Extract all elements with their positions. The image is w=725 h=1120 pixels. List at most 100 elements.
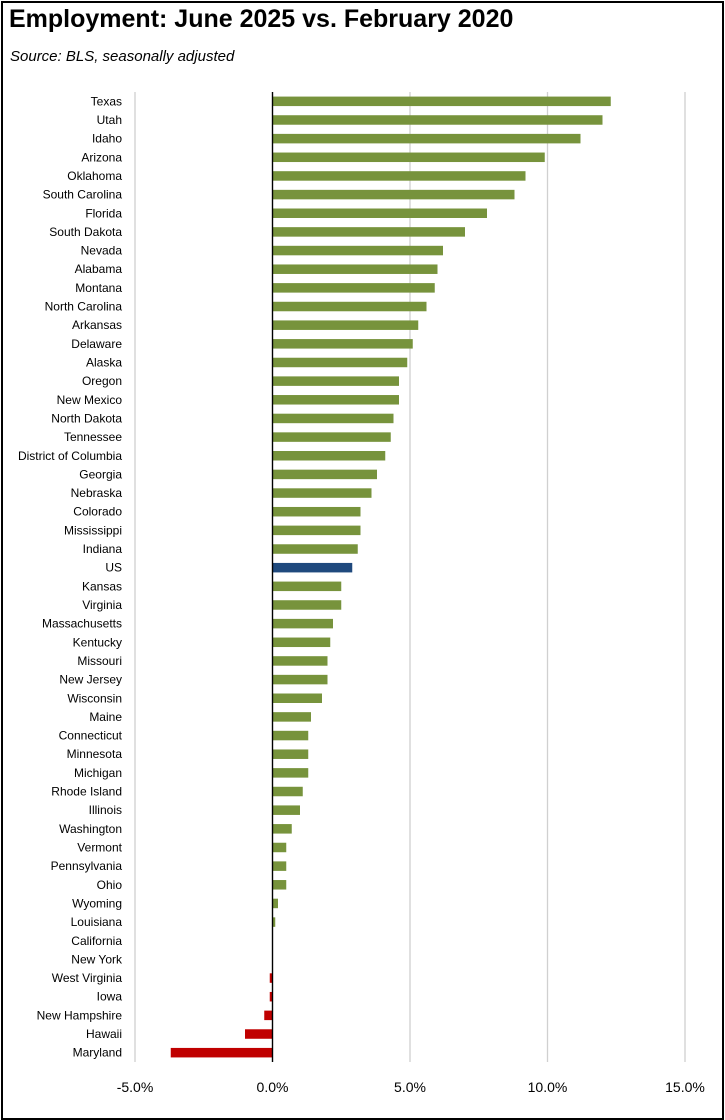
bar-alabama bbox=[272, 264, 438, 274]
category-label-arkansas: Arkansas bbox=[72, 318, 122, 332]
category-label-alaska: Alaska bbox=[86, 355, 122, 369]
category-label-new-hampshire: New Hampshire bbox=[37, 1008, 123, 1022]
category-label-michigan: Michigan bbox=[74, 766, 122, 780]
bar-nevada bbox=[272, 245, 443, 256]
x-tick-5-0: -5.0% bbox=[117, 1079, 154, 1095]
bar-connecticut bbox=[272, 730, 309, 741]
x-tick-15-0: 15.0% bbox=[665, 1079, 705, 1095]
category-label-south-carolina: South Carolina bbox=[43, 188, 123, 202]
category-label-georgia: Georgia bbox=[79, 467, 122, 481]
category-label-wyoming: Wyoming bbox=[72, 896, 122, 910]
category-label-florida: Florida bbox=[85, 206, 122, 220]
bar-virginia bbox=[272, 600, 342, 610]
bar-montana bbox=[272, 283, 435, 293]
category-label-missouri: Missouri bbox=[77, 654, 122, 668]
bar-illinois bbox=[272, 805, 300, 815]
category-label-oklahoma: Oklahoma bbox=[67, 169, 122, 183]
bar-us bbox=[272, 562, 353, 573]
category-label-louisiana: Louisiana bbox=[71, 915, 123, 929]
bar-michigan bbox=[272, 768, 309, 778]
x-tick-labels: -5.0% 0.0% 5.0% 10.0% 15.0% bbox=[117, 1079, 705, 1095]
x-tick-10-0: 10.0% bbox=[528, 1079, 568, 1095]
category-label-us: US bbox=[105, 561, 122, 575]
bar-new-jersey bbox=[272, 674, 328, 685]
category-label-rhode-island: Rhode Island bbox=[51, 785, 122, 799]
category-label-arizona: Arizona bbox=[81, 150, 122, 164]
category-label-tennessee: Tennessee bbox=[64, 430, 122, 444]
category-label-ohio: Ohio bbox=[97, 878, 123, 892]
category-label-new-mexico: New Mexico bbox=[57, 393, 123, 407]
category-label-hawaii: Hawaii bbox=[86, 1027, 122, 1041]
bar-indiana bbox=[272, 544, 358, 554]
category-label-delaware: Delaware bbox=[71, 337, 122, 351]
bar-kansas bbox=[272, 581, 342, 592]
category-label-west-virginia: West Virginia bbox=[52, 971, 123, 985]
bar-wisconsin bbox=[272, 693, 322, 703]
bar-wyoming bbox=[272, 898, 278, 909]
bar-north-dakota bbox=[272, 413, 394, 424]
bars bbox=[170, 96, 611, 1058]
bar-utah bbox=[272, 115, 603, 125]
bar-mississippi bbox=[272, 525, 361, 536]
bar-vermont bbox=[272, 842, 287, 853]
category-label-california: California bbox=[71, 934, 122, 948]
category-label-nebraska: Nebraska bbox=[71, 486, 123, 500]
bar-georgia bbox=[272, 469, 377, 480]
x-tick-0-0: 0.0% bbox=[257, 1079, 289, 1095]
category-label-district-of-columbia: District of Columbia bbox=[18, 449, 122, 463]
bar-louisiana bbox=[272, 917, 276, 927]
category-label-nevada: Nevada bbox=[81, 244, 123, 258]
bar-texas bbox=[272, 96, 611, 107]
bar-ohio bbox=[272, 880, 287, 890]
category-label-north-dakota: North Dakota bbox=[51, 411, 122, 425]
x-tick-5-0: 5.0% bbox=[394, 1079, 426, 1095]
bar-north-carolina bbox=[272, 301, 427, 312]
bar-missouri bbox=[272, 656, 328, 666]
category-label-new-york: New York bbox=[71, 952, 123, 966]
bar-pennsylvania bbox=[272, 861, 287, 871]
category-label-maryland: Maryland bbox=[73, 1046, 122, 1060]
category-label-minnesota: Minnesota bbox=[67, 747, 123, 761]
category-label-virginia: Virginia bbox=[82, 598, 122, 612]
category-label-alabama: Alabama bbox=[75, 262, 123, 276]
bar-new-hampshire bbox=[264, 1010, 273, 1021]
bar-massachusetts bbox=[272, 618, 333, 629]
category-label-vermont: Vermont bbox=[77, 840, 122, 854]
category-label-montana: Montana bbox=[75, 281, 122, 295]
category-label-kentucky: Kentucky bbox=[73, 635, 122, 649]
category-label-utah: Utah bbox=[97, 113, 122, 127]
bar-delaware bbox=[272, 339, 413, 349]
bar-tennessee bbox=[272, 432, 391, 442]
bar-colorado bbox=[272, 506, 361, 517]
category-label-kansas: Kansas bbox=[82, 579, 122, 593]
bar-west-virginia bbox=[269, 973, 273, 983]
category-label-pennsylvania: Pennsylvania bbox=[51, 859, 123, 873]
category-label-colorado: Colorado bbox=[73, 505, 122, 519]
bar-maine bbox=[272, 712, 311, 722]
category-label-iowa: Iowa bbox=[97, 990, 123, 1004]
bar-alaska bbox=[272, 357, 408, 368]
bar-washington bbox=[272, 824, 292, 834]
bar-south-carolina bbox=[272, 189, 515, 200]
bar-south-dakota bbox=[272, 227, 465, 237]
category-label-new-jersey: New Jersey bbox=[59, 673, 122, 687]
bar-arkansas bbox=[272, 320, 419, 330]
chart-title: Employment: June 2025 vs. February 2020 bbox=[9, 5, 514, 33]
category-labels: Texas Utah Idaho Arizona Oklahoma South Carol… bbox=[18, 94, 123, 1059]
bar-district-of-columbia bbox=[272, 451, 386, 461]
category-label-illinois: Illinois bbox=[89, 803, 122, 817]
bar-kentucky bbox=[272, 637, 331, 648]
chart-subtitle: Source: BLS, seasonally adjusted bbox=[10, 48, 235, 65]
bar-hawaii bbox=[245, 1029, 273, 1039]
category-label-idaho: Idaho bbox=[92, 132, 122, 146]
category-label-texas: Texas bbox=[91, 94, 122, 108]
category-label-connecticut: Connecticut bbox=[59, 729, 123, 743]
bar-iowa bbox=[269, 991, 273, 1002]
bar-florida bbox=[272, 208, 487, 218]
category-label-north-carolina: North Carolina bbox=[45, 300, 123, 314]
category-label-mississippi: Mississippi bbox=[64, 523, 122, 537]
bar-idaho bbox=[272, 133, 581, 144]
bar-new-mexico bbox=[272, 395, 399, 405]
